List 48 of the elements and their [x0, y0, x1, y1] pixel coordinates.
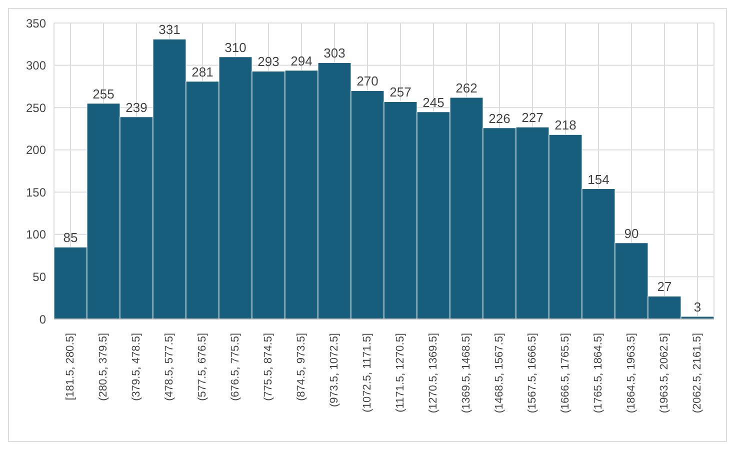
data-label: 310 [224, 40, 246, 55]
x-tick-label: (676.5, 775.5] [230, 333, 242, 401]
y-tick-label: 50 [32, 270, 46, 284]
y-tick-label: 250 [26, 100, 46, 115]
y-tick-label: 0 [39, 312, 46, 326]
data-label: 294 [290, 53, 312, 68]
data-label: 245 [422, 94, 444, 110]
data-label: 255 [92, 86, 114, 102]
x-tick-label: (874.5, 973.5] [296, 333, 308, 401]
data-label: 270 [356, 74, 378, 89]
data-label: 27 [657, 279, 672, 294]
x-tick-label: (1765.5, 1864.5] [592, 333, 604, 414]
x-tick-label: [181.5, 280.5] [64, 333, 76, 400]
y-tick-label: 150 [26, 185, 46, 200]
y-tick-label: 300 [26, 58, 46, 73]
data-label: 226 [488, 110, 510, 126]
x-tick-label: (1567.5, 1666.5] [526, 333, 538, 414]
data-label: 331 [158, 22, 180, 38]
data-label: 239 [126, 100, 148, 115]
x-tick-label: (1072.5, 1171.5] [362, 333, 374, 412]
x-tick-label: (973.5, 1072.5] [328, 333, 340, 408]
x-tick-label: (1369.5, 1468.5] [460, 333, 472, 414]
x-tick-label: (1171.5, 1270.5] [394, 333, 406, 412]
data-label: 154 [588, 172, 610, 187]
x-tick-label: (2062.5, 2161.5] [692, 333, 704, 414]
x-tick-label: (379.5, 478.5] [130, 333, 142, 401]
x-tick-label: (577.5, 676.5] [196, 333, 208, 401]
x-tick-label: (1270.5, 1369.5] [428, 333, 440, 414]
x-tick-label: (1963.5, 2062.5] [658, 333, 670, 414]
data-label: 262 [456, 80, 478, 96]
data-label: 281 [192, 64, 214, 80]
y-tick-label: 350 [26, 16, 46, 30]
data-label: 257 [390, 84, 412, 100]
x-tick-label: (775.5, 874.5] [262, 333, 274, 401]
data-label: 85 [63, 230, 78, 246]
x-tick-label: (1468.5, 1567.5] [494, 333, 506, 414]
data-label: 90 [624, 226, 639, 241]
y-tick-label: 200 [26, 143, 46, 158]
data-label: 218 [554, 118, 576, 133]
x-tick-label: (1666.5, 1765.5] [560, 333, 572, 414]
data-label: 3 [694, 299, 702, 314]
x-tick-label: (1864.5, 1963.5] [626, 333, 638, 414]
data-label: 303 [324, 46, 346, 61]
x-tick-label: (280.5, 379.5] [98, 333, 110, 401]
data-label: 227 [522, 110, 544, 126]
data-label: 293 [258, 54, 280, 70]
x-tick-label: (478.5, 577.5] [164, 333, 176, 401]
y-tick-label: 100 [26, 228, 46, 242]
